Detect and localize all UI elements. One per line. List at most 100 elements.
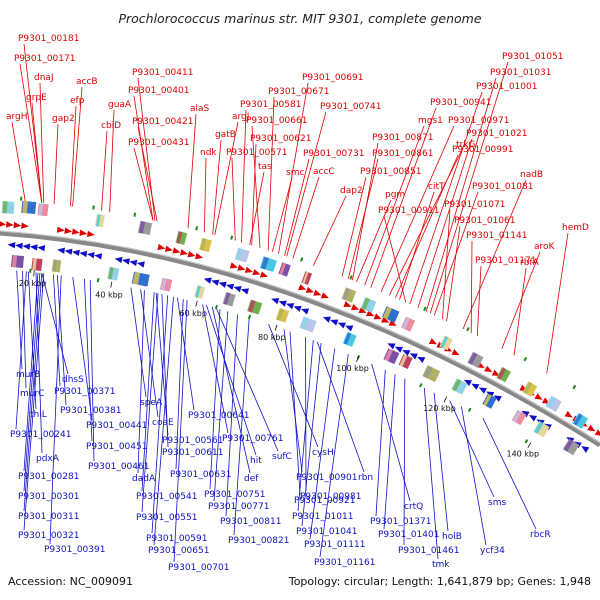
reverse-gene-label[interactable]: P9301_01011 [292,512,353,522]
reverse-gene-label[interactable]: dadA [132,474,156,484]
reverse-gene-label[interactable]: P9301_00901 [296,473,357,483]
forward-gene-label[interactable]: accC [313,167,335,177]
reverse-gene-label[interactable]: P9301_00821 [228,536,289,546]
forward-gene-label[interactable]: P9301_00691 [302,73,363,83]
forward-gene-label[interactable]: P9301_00421 [132,117,193,127]
reverse-gene-label[interactable]: rbn [358,473,373,483]
reverse-gene-label[interactable]: rbcR [530,530,551,540]
forward-gene-label[interactable]: alaS [190,104,210,114]
reverse-gene-label[interactable]: P9301_00241 [10,430,71,440]
reverse-gene-label[interactable]: P9301_00441 [86,421,147,431]
reverse-gene-label[interactable]: P9301_01461 [398,546,459,556]
forward-gene-label[interactable]: trkG [456,140,475,150]
forward-gene-label[interactable]: gap2 [52,114,75,124]
reverse-gene-label[interactable]: crtQ [404,502,423,512]
reverse-gene-label[interactable]: P9301_00701 [168,563,229,573]
forward-gene-label[interactable]: dnaJ [34,73,54,83]
forward-gene-label[interactable]: P9301_00941 [430,98,491,108]
reverse-gene-label[interactable]: P9301_00321 [18,531,79,541]
forward-gene-label[interactable]: P9301_00181 [18,34,79,44]
reverse-gene-label[interactable]: ycf34 [480,546,505,556]
forward-gene-label[interactable]: P9301_00661 [246,116,307,126]
reverse-gene-label[interactable]: P9301_00981 [300,492,361,502]
forward-gene-label[interactable]: smc [286,168,304,178]
forward-gene-label[interactable]: P9301_00731 [303,149,364,159]
forward-gene-label[interactable]: hemD [562,223,589,233]
reverse-gene-label[interactable]: P9301_00611 [162,448,223,458]
reverse-gene-label[interactable]: P9301_00391 [44,545,105,555]
reverse-gene-label[interactable]: sufC [272,452,292,462]
forward-gene-label[interactable]: P9301_00401 [128,86,189,96]
reverse-gene-label[interactable]: P9301_00371 [54,387,115,397]
forward-gene-label[interactable]: P9301_01141 [466,231,527,241]
reverse-gene-label[interactable]: P9301_00551 [136,513,197,523]
forward-gene-label[interactable]: P9301_00171 [14,54,75,64]
reverse-gene-label[interactable]: P9301_00301 [18,492,79,502]
forward-gene-label[interactable]: argJ [232,112,249,122]
forward-gene-label[interactable]: P9301_00411 [132,68,193,78]
reverse-gene-label[interactable]: P9301_00641 [188,411,249,421]
forward-gene-label[interactable]: aroK [534,242,556,252]
forward-gene-label[interactable]: cbiD [101,121,121,131]
reverse-gene-label[interactable]: P9301_00561 [162,436,223,446]
forward-gene-label[interactable]: nadB [520,170,543,180]
reverse-gene-label[interactable]: sms [488,498,506,508]
forward-gene-label[interactable]: P9301_01021 [466,129,527,139]
forward-gene-label[interactable]: P9301_01031 [490,68,551,78]
forward-gene-label[interactable]: accB [76,77,98,87]
forward-gene-label[interactable]: argH [6,112,28,122]
forward-gene-label[interactable]: P9301_01081 [472,182,533,192]
forward-gene-label[interactable]: P9301_00671 [268,87,329,97]
reverse-gene-label[interactable]: P9301_00761 [222,434,283,444]
forward-gene-label[interactable]: ndk [200,148,217,158]
forward-gene-label[interactable]: P9301_00871 [372,133,433,143]
forward-gene-label[interactable]: P9301_00911 [378,206,439,216]
forward-gene-label[interactable]: P9301_00571 [226,148,287,158]
reverse-gene-label[interactable]: thiL [30,410,47,420]
reverse-gene-label[interactable]: speA [140,398,163,408]
forward-gene-label[interactable]: pgm [385,190,405,200]
reverse-gene-label[interactable]: coaE [152,418,174,428]
forward-gene-label[interactable]: rbfA [520,258,540,268]
reverse-gene-label[interactable]: dhsS [62,375,84,385]
reverse-gene-label[interactable]: cysH [312,448,334,458]
forward-gene-label[interactable]: P9301_00851 [360,167,421,177]
forward-gene-label[interactable]: guaA [108,100,132,110]
forward-gene-label[interactable]: dap2 [340,186,363,196]
forward-gene-label[interactable]: P9301_00581 [240,100,301,110]
forward-gene-label[interactable]: P9301_01051 [502,52,563,62]
reverse-gene-label[interactable]: P9301_00591 [146,534,207,544]
reverse-gene-label[interactable]: murB [16,370,40,380]
forward-gene-label[interactable]: P9301_00621 [250,134,311,144]
reverse-gene-label[interactable]: P9301_00451 [86,442,147,452]
reverse-gene-label[interactable]: P9301_01041 [296,527,357,537]
reverse-gene-label[interactable]: P9301_00751 [204,490,265,500]
forward-gene-label[interactable]: P9301_01171 [475,256,536,266]
reverse-gene-label[interactable]: P9301_00541 [136,492,197,502]
reverse-gene-label[interactable]: holB [442,532,462,542]
forward-gene-label[interactable]: P9301_00971 [448,116,509,126]
reverse-gene-label[interactable]: pdxA [36,454,60,464]
reverse-gene-label[interactable]: hit [250,456,262,466]
forward-gene-label[interactable]: P9301_00431 [128,138,189,148]
reverse-gene-label[interactable]: P9301_01161 [314,558,375,568]
reverse-gene-label[interactable]: P9301_00631 [170,470,231,480]
forward-gene-label[interactable]: P9301_00861 [372,149,433,159]
reverse-gene-label[interactable]: def [244,474,259,484]
reverse-gene-label[interactable]: P9301_00811 [220,517,281,527]
reverse-gene-label[interactable]: tmk [432,560,450,570]
forward-gene-label[interactable]: P9301_00991 [452,145,513,155]
forward-gene-label[interactable]: grpE [26,93,47,103]
gene-labels[interactable]: P9301_00181 P9301_00171 dnaJ grpE accB efp arg… [6,34,589,573]
reverse-gene-label[interactable]: P9301_00771 [208,502,269,512]
reverse-gene-label[interactable]: P9301_00921 [294,496,355,506]
reverse-gene-label[interactable]: P9301_00461 [88,462,149,472]
forward-gene-label[interactable]: P9301_00741 [320,102,381,112]
reverse-gene-label[interactable]: P9301_00281 [18,472,79,482]
forward-gene-label[interactable]: efp [70,96,85,106]
reverse-gene-label[interactable]: P9301_00311 [18,512,79,522]
forward-gene-label[interactable]: P9301_01061 [454,216,515,226]
forward-gene-label[interactable]: gatB [215,130,236,140]
reverse-gene-label[interactable]: P9301_01111 [304,540,365,550]
forward-gene-label[interactable]: tas [258,162,272,172]
